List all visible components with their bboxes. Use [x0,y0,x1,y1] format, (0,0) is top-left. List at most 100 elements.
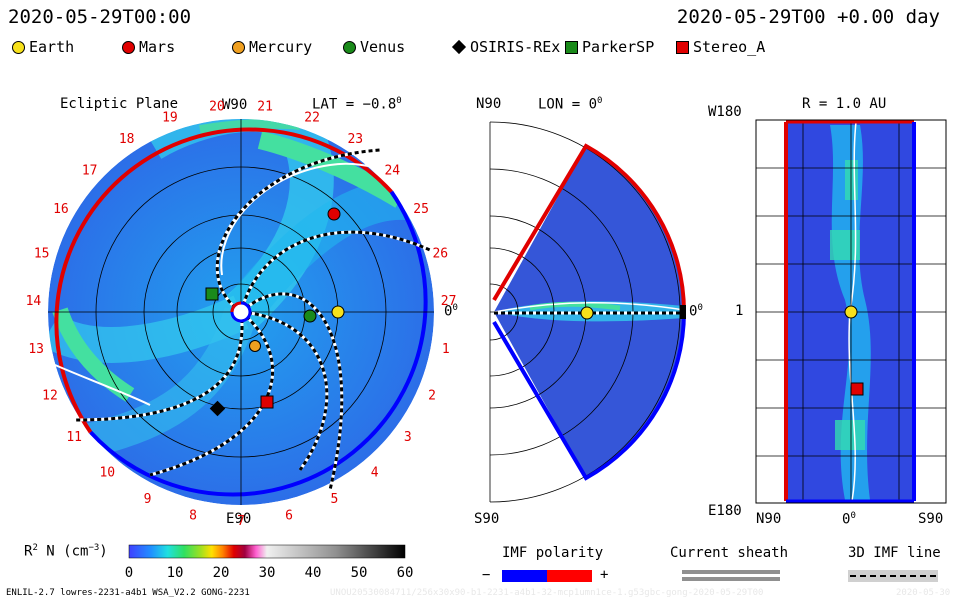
parkersp-marker-icon [565,40,578,54]
legend-venus: Venus [343,38,405,56]
colorbar-label: R2 N (cm−3) [24,543,108,560]
radial-earth-marker [844,305,858,319]
colorbar-tick-group: 0 10 20 30 40 50 60 [125,565,414,581]
polarity-ring-positive [54,127,393,434]
meridional-current-sheath [493,302,685,313]
sector-number: 24 [384,163,400,178]
n90-label: N90 [476,96,502,112]
sector-number: 2 [428,388,436,403]
sector-number: 15 [34,246,50,261]
sector-number: 17 [82,163,98,178]
imf-polarity-minus: − [482,567,491,583]
colorbar-tick-label: 40 [305,565,322,581]
sector-number: 14 [26,294,42,309]
sector-number: 20 [209,99,225,114]
radius-label: R = 1.0 AU [802,96,887,112]
lon-label: LON = 00 [538,96,602,113]
density-colorbar [128,544,406,559]
zero-degree: 0 [452,303,458,313]
sector-number: 21 [257,99,273,114]
sector-number: 6 [285,508,293,523]
earth-marker [331,305,345,319]
sector-number: 18 [119,132,135,147]
ecliptic-zero-label: 00 [444,303,458,320]
lat-label: LAT = −0.80 [312,96,402,113]
run-id: UNOU20530084711/256x30x90-b1-2231-a4b1-3… [330,588,764,598]
radial-n90-label: N90 [756,511,782,527]
colorbar-tick-label: 60 [397,565,414,581]
sector-number: 10 [99,465,115,480]
sector-number: 8 [189,508,197,523]
e90-label: E90 [226,511,252,527]
current-sheath-line [54,364,151,406]
colorbar-tick-label: 0 [125,565,133,581]
label-part: N (cm [37,543,89,560]
lon-value: LON = 0 [538,96,598,113]
legend-parkersp: ParkerSP [565,38,654,56]
sector-number: 22 [304,111,320,126]
sector-number: 7 [237,514,245,529]
high-density-band [52,307,135,402]
imf-line-title: 3D IMF line [848,545,941,561]
meridional-upper-wedge [494,146,684,312]
meridional-edge-marker [680,305,686,319]
colorbar-tick-label: 10 [167,565,184,581]
e180-label: E180 [708,503,742,519]
sector-number: 11 [66,430,82,445]
current-sheath-line [220,162,421,276]
polarity-ring-negative [89,190,428,497]
zero-value: 0 [689,303,698,320]
date-right: 2020-05-29T00 +0.00 day [676,6,940,28]
meridional-polarity-negative [492,311,686,481]
model-info: ENLIL-2.7 lowres-2231-a4b1 WSA_V2.2 GONG… [6,588,250,598]
osiris-rex-marker [209,400,226,417]
zero-value: 0 [444,303,453,320]
legend-label: ParkerSP [582,38,655,56]
w180-label: W180 [708,104,742,120]
legend-label: Venus [360,38,406,56]
earth-marker-icon [12,40,25,54]
radial-mid-label: 1 [735,303,744,319]
mars-marker-icon [122,40,135,54]
zero-degree: 0 [697,303,703,313]
venus-marker-icon [343,40,356,54]
ecliptic-title: Ecliptic Plane [60,96,179,112]
zero-degree: 0 [850,511,856,521]
lat-degree: 0 [396,96,402,106]
radial-s90-label: S90 [918,511,944,527]
stereo-a-marker-icon [676,40,689,54]
sector-number: 1 [442,342,450,357]
sector-number: 19 [162,111,178,126]
colorbar-tick-label: 50 [351,565,368,581]
radial-zero-label: 00 [842,511,856,528]
meridional-polarity-positive [492,143,686,313]
colorbar-tick-label: 30 [259,565,276,581]
sector-number: 16 [53,202,69,217]
high-density-band [257,131,405,208]
venus-marker [303,309,317,323]
label-part: 2 [32,543,38,553]
meridional-zero-label: 00 [689,303,703,320]
sector-number: 3 [404,430,412,445]
sector-number: 25 [413,202,429,217]
imf-polarity-negative-swatch [502,570,547,582]
legend-osiris-rex: OSIRIS-REx [451,38,560,56]
stereo-a-marker [260,395,274,409]
legend-label: Stereo_A [693,38,766,56]
colorbar-tick-label: 20 [213,565,230,581]
imf-polarity-plus: + [600,567,609,583]
parkersp-marker [205,287,219,301]
legend-earth: Earth [12,38,74,56]
sector-number: 9 [144,492,152,507]
radial-stereo-a-marker [850,382,864,396]
legend-label: Earth [29,38,75,56]
meridional-earth-marker [580,306,594,320]
sector-number: 12 [42,388,58,403]
sector-number: 23 [347,132,363,147]
density-streamer [86,306,258,457]
zero-value: 0 [842,511,851,528]
imf-polarity-title: IMF polarity [502,545,604,561]
